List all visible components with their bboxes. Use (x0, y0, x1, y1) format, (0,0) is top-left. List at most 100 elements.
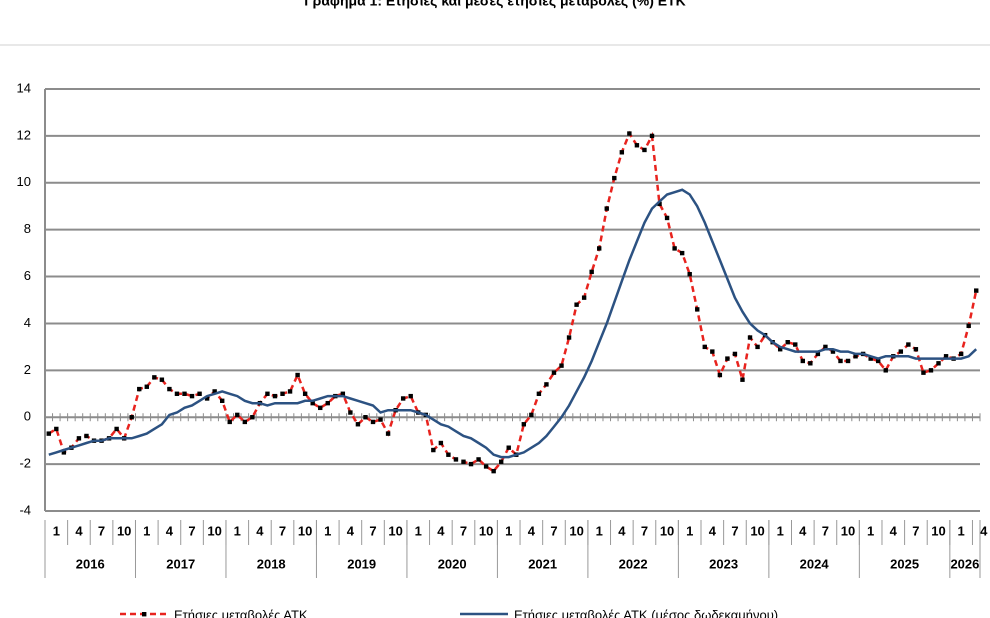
x-tick-label: 1 (958, 523, 965, 538)
year-label: 2024 (800, 556, 830, 571)
point-marker (453, 457, 459, 462)
chart-title: Γράφημα 1: Ετήσιες και μέσες ετήσιες μετ… (304, 0, 686, 9)
point-marker (114, 426, 119, 432)
x-tick-label: 7 (460, 523, 467, 538)
point-marker (642, 147, 647, 153)
point-marker (476, 457, 481, 462)
y-tick-label: 4 (24, 315, 31, 330)
point-marker (823, 344, 828, 350)
point-marker (197, 391, 202, 396)
point-marker (302, 391, 308, 396)
point-marker (943, 354, 949, 359)
point-marker (137, 386, 142, 392)
point-marker (898, 349, 904, 354)
point-marker (348, 410, 353, 415)
point-marker (838, 358, 843, 364)
point-marker (921, 370, 926, 375)
point-marker (54, 426, 59, 432)
point-marker (529, 412, 534, 418)
y-tick-label: 2 (24, 362, 31, 377)
x-tick-label: 7 (731, 523, 738, 538)
point-marker (717, 372, 723, 378)
point-marker (627, 131, 632, 136)
point-marker (461, 459, 466, 464)
point-marker (506, 445, 511, 450)
point-marker (845, 358, 851, 364)
x-tick-label: 7 (98, 523, 105, 538)
point-marker (657, 201, 662, 207)
x-tick-label: 10 (931, 523, 945, 538)
x-tick-label: 1 (415, 523, 422, 538)
point-marker (830, 349, 836, 354)
point-marker (235, 412, 240, 418)
x-tick-label: 1 (686, 523, 693, 538)
point-marker (310, 400, 315, 406)
year-label: 2019 (347, 556, 376, 571)
point-marker (498, 459, 504, 464)
point-marker (521, 422, 527, 427)
point-marker (868, 356, 873, 361)
x-tick-label: 4 (980, 523, 988, 538)
point-marker (408, 393, 413, 399)
point-marker (551, 370, 557, 375)
x-tick-label: 4 (799, 523, 807, 538)
x-tick-label: 1 (143, 523, 150, 538)
point-marker (619, 150, 625, 155)
point-marker (793, 342, 798, 347)
year-label: 2026 (950, 556, 979, 571)
point-marker (815, 351, 821, 357)
point-marker (438, 440, 444, 446)
x-tick-label: 1 (234, 523, 241, 538)
point-marker (589, 269, 594, 275)
point-marker (174, 391, 180, 396)
year-label: 2016 (76, 556, 105, 571)
point-marker (340, 391, 346, 396)
point-marker (883, 368, 888, 373)
point-marker (84, 433, 89, 439)
year-label: 2020 (438, 556, 467, 571)
x-tick-label: 1 (777, 523, 784, 538)
point-marker (363, 415, 368, 420)
point-marker (777, 347, 783, 352)
x-tick-label: 4 (347, 523, 355, 538)
y-tick-label: 0 (24, 409, 31, 424)
year-label: 2021 (528, 556, 557, 571)
point-marker (46, 431, 51, 436)
point-marker (182, 391, 187, 396)
x-tick-label: 7 (369, 523, 376, 538)
x-tick-label: 7 (912, 523, 919, 538)
x-tick-label: 4 (709, 523, 717, 538)
x-tick-label: 10 (117, 523, 131, 538)
point-marker (966, 323, 971, 328)
x-tick-label: 1 (596, 523, 603, 538)
x-tick-label: 1 (505, 523, 512, 538)
x-tick-label: 10 (841, 523, 855, 538)
point-marker (913, 347, 919, 352)
x-tick-label: 1 (53, 523, 60, 538)
point-marker (318, 405, 323, 411)
legend-label: Ετήσιες μεταβολές ΑΤΚ (μέσος δωδεκαμήνου… (514, 607, 778, 618)
point-marker (431, 447, 436, 453)
y-tick-label: 12 (17, 127, 31, 142)
x-tick-label: 10 (569, 523, 583, 538)
point-marker (325, 400, 330, 406)
point-marker (672, 246, 677, 251)
point-marker (785, 340, 790, 345)
point-marker (612, 175, 617, 181)
point-marker (755, 344, 760, 350)
y-tick-label: -2 (19, 456, 31, 471)
legend-label: Ετήσιες μεταβολές ΑΤΚ (174, 607, 308, 618)
point-marker (928, 368, 934, 373)
year-label: 2017 (166, 556, 195, 571)
point-marker (483, 464, 489, 469)
point-marker (800, 358, 806, 364)
x-tick-label: 7 (550, 523, 557, 538)
point-marker (76, 436, 82, 441)
point-marker (958, 351, 964, 357)
point-marker (265, 391, 270, 396)
point-marker (204, 396, 210, 401)
point-marker (747, 335, 753, 340)
point-marker (544, 382, 549, 387)
x-tick-label: 10 (750, 523, 764, 538)
x-tick-label: 10 (207, 523, 221, 538)
